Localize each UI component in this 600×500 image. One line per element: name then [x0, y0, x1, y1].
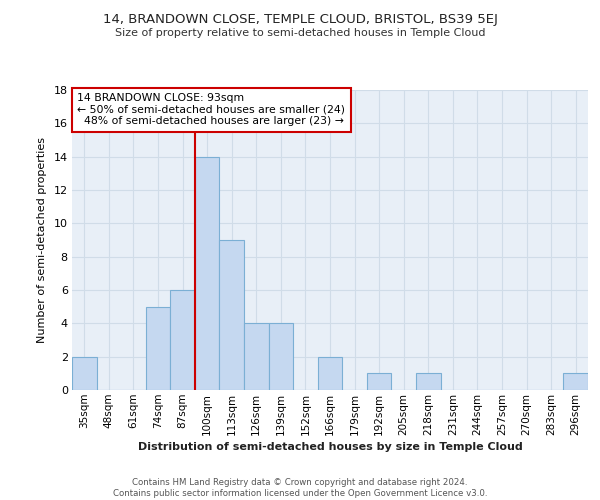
- Bar: [318, 356, 342, 390]
- Y-axis label: Number of semi-detached properties: Number of semi-detached properties: [37, 137, 47, 343]
- Bar: [416, 374, 440, 390]
- Bar: [72, 356, 97, 390]
- Text: Distribution of semi-detached houses by size in Temple Cloud: Distribution of semi-detached houses by …: [137, 442, 523, 452]
- Text: Contains HM Land Registry data © Crown copyright and database right 2024.
Contai: Contains HM Land Registry data © Crown c…: [113, 478, 487, 498]
- Bar: [244, 324, 269, 390]
- Bar: [220, 240, 244, 390]
- Bar: [563, 374, 588, 390]
- Bar: [170, 290, 195, 390]
- Bar: [146, 306, 170, 390]
- Text: 14, BRANDOWN CLOSE, TEMPLE CLOUD, BRISTOL, BS39 5EJ: 14, BRANDOWN CLOSE, TEMPLE CLOUD, BRISTO…: [103, 12, 497, 26]
- Bar: [269, 324, 293, 390]
- Bar: [195, 156, 220, 390]
- Text: 14 BRANDOWN CLOSE: 93sqm
← 50% of semi-detached houses are smaller (24)
  48% of: 14 BRANDOWN CLOSE: 93sqm ← 50% of semi-d…: [77, 93, 345, 126]
- Text: Size of property relative to semi-detached houses in Temple Cloud: Size of property relative to semi-detach…: [115, 28, 485, 38]
- Bar: [367, 374, 391, 390]
